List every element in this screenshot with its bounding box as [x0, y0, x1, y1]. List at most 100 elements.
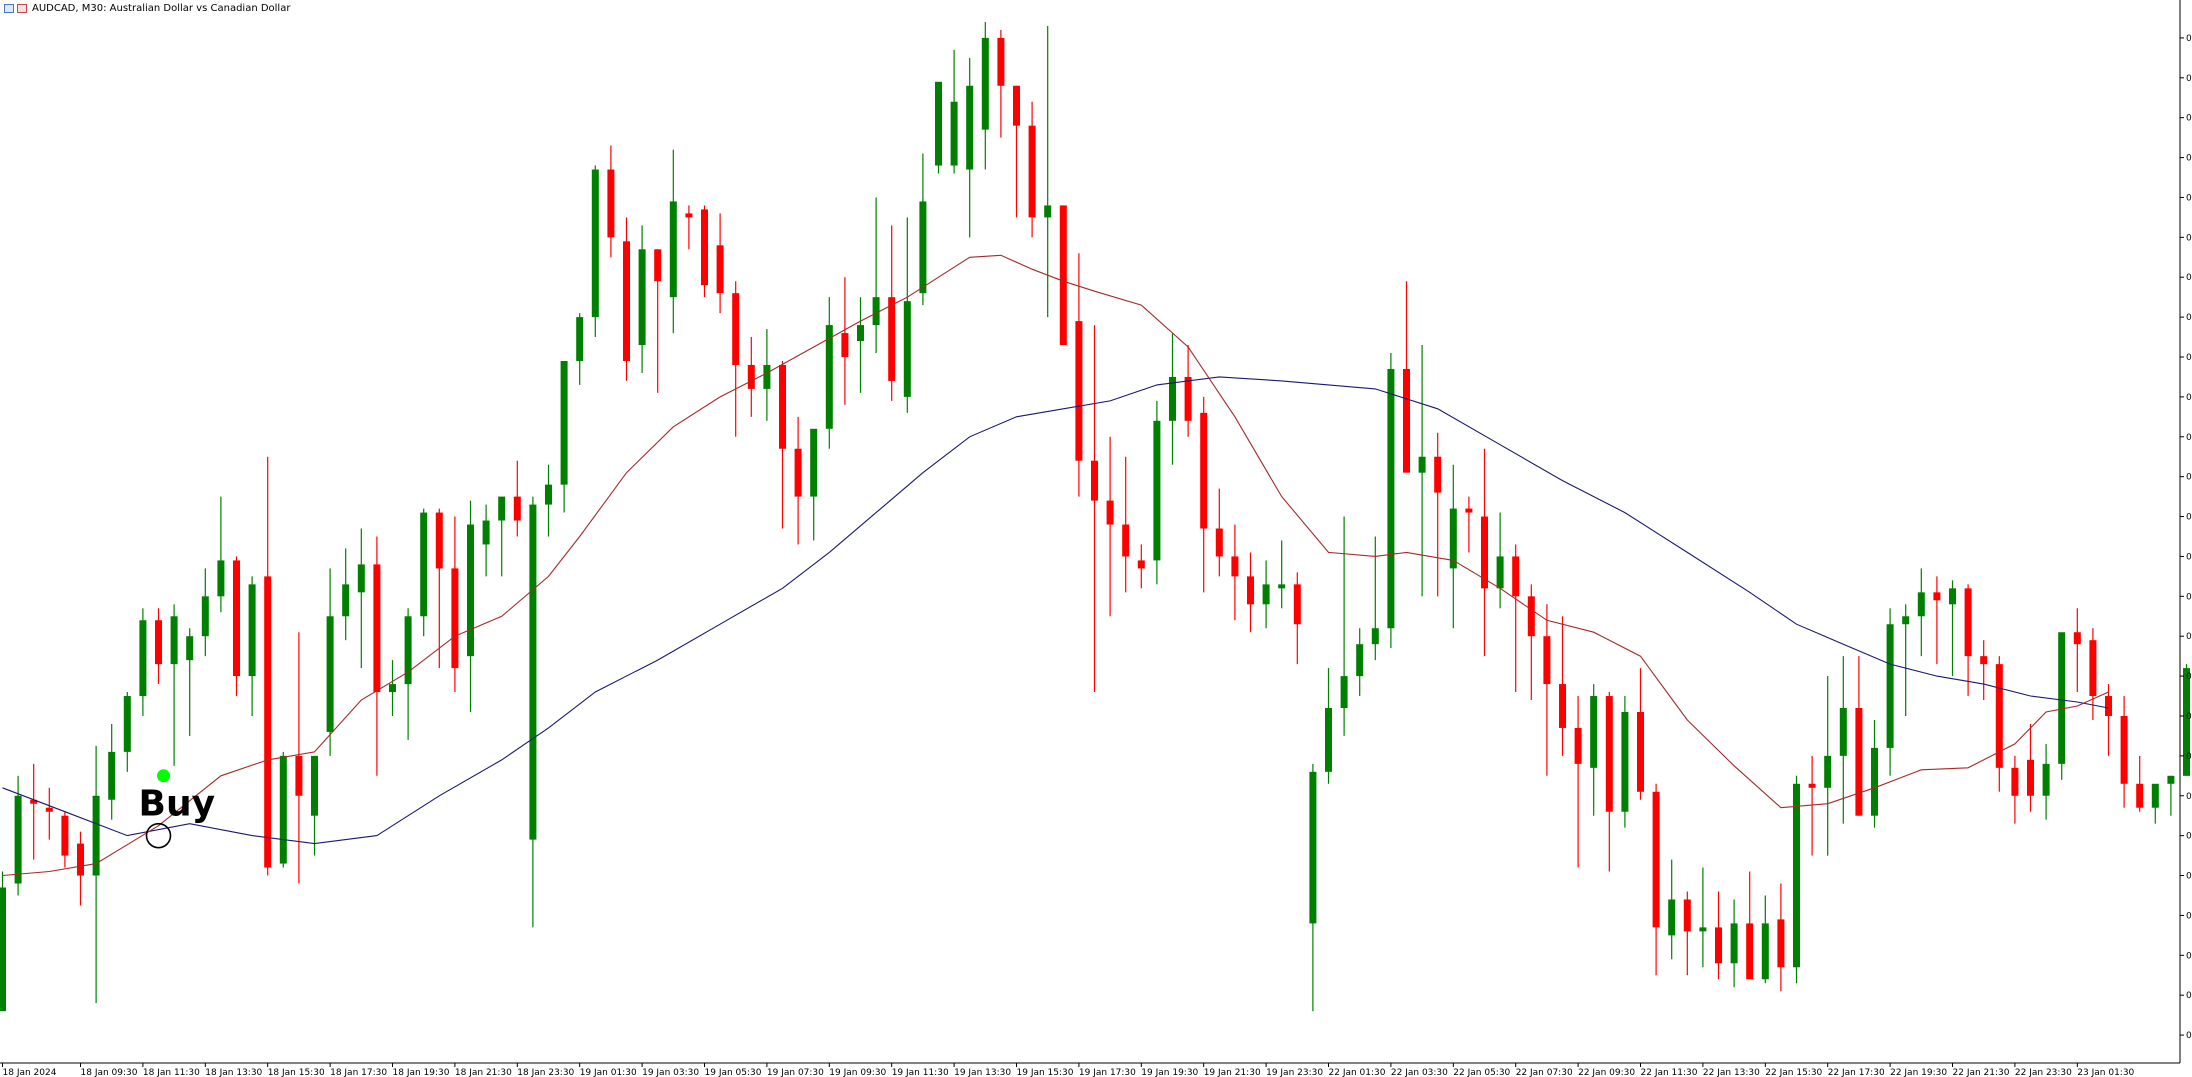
candle-body [389, 684, 396, 693]
candle [1793, 775, 1800, 984]
time-axis[interactable]: 18 Jan 2024 18 Jan 09:30 18 Jan 11:30 18 Ja… [2, 1063, 2135, 1077]
candle-body [1683, 899, 1691, 932]
candle-body [701, 209, 708, 286]
candle [1371, 536, 1379, 661]
candle-body [1761, 923, 1769, 980]
candle-body [170, 616, 178, 665]
candle [1122, 456, 1130, 593]
candle [1075, 253, 1083, 497]
candle [1247, 552, 1254, 633]
candle [1449, 464, 1457, 629]
x-tick-label: 22 Jan 11:30 [1641, 1068, 1698, 1077]
candle-body [1465, 508, 1473, 513]
candle-body [233, 560, 240, 677]
candle-body [607, 169, 615, 238]
candle [77, 831, 84, 906]
candle-body [373, 564, 381, 693]
x-tick-label: 22 Jan 03:30 [1391, 1068, 1448, 1077]
y-tick-label: 0.88810 [2186, 193, 2192, 203]
candle [1808, 755, 1816, 856]
candle [1169, 333, 1176, 465]
candles-layer [0, 21, 2190, 1012]
y-tick-label: 0.88450 [2186, 911, 2192, 921]
candle [1106, 436, 1114, 617]
slow-moving-average-line [2, 376, 2109, 845]
candle [825, 297, 833, 449]
candle [1512, 544, 1520, 693]
candle [1637, 668, 1644, 800]
candle [1013, 85, 1020, 218]
x-tick-label: 22 Jan 23:30 [2015, 1068, 2072, 1077]
candle [1683, 891, 1691, 976]
candle-body [545, 484, 552, 505]
candle [2105, 684, 2112, 756]
candle [1699, 867, 1707, 968]
y-tick-label: 0.88690 [2186, 433, 2192, 443]
candle-body [1746, 923, 1754, 980]
candle [217, 496, 225, 613]
candle-body [1980, 656, 1988, 665]
candle [1621, 696, 1629, 828]
candle-body [1371, 628, 1379, 645]
candle-body [2027, 759, 2034, 796]
x-tick-label: 22 Jan 01:30 [1329, 1068, 1386, 1077]
candle-body [279, 755, 287, 864]
candle [1215, 488, 1223, 577]
candle [1824, 676, 1832, 856]
candle-body [2042, 763, 2050, 796]
candle-body [0, 887, 6, 1012]
candle [638, 225, 646, 373]
candle [1917, 568, 1925, 657]
buy-signal: Buy [139, 769, 215, 849]
candle-body [2151, 783, 2159, 808]
candle-body [794, 448, 802, 497]
candle-body [529, 504, 537, 840]
candle [1543, 604, 1551, 776]
candle-body [1559, 684, 1566, 728]
candle-body [123, 696, 131, 752]
candle [373, 536, 381, 776]
candle-body [2136, 783, 2144, 808]
symbol-icon[interactable] [17, 3, 27, 13]
candle [326, 568, 334, 756]
chart-window-icon[interactable] [4, 3, 14, 13]
candle-body [1293, 584, 1301, 625]
y-tick-label: 0.88790 [2186, 233, 2192, 243]
y-tick-label: 0.88570 [2186, 672, 2192, 682]
candle-body [732, 293, 740, 365]
candle [529, 496, 537, 928]
candle-body [1512, 556, 1520, 597]
candle-body [1309, 771, 1317, 924]
candle-body [1403, 368, 1410, 473]
candle [685, 205, 693, 250]
y-tick-label: 0.88650 [2186, 513, 2192, 523]
candle [201, 568, 209, 657]
candle [1481, 448, 1488, 657]
x-tick-label: 18 Jan 21:30 [455, 1068, 512, 1077]
x-tick-label: 19 Jan 15:30 [1017, 1068, 1074, 1077]
candle-body [2011, 767, 2019, 796]
candle [1668, 859, 1676, 960]
candle [732, 281, 740, 437]
candle [123, 692, 131, 772]
candle-body [451, 568, 459, 669]
candle-body [810, 428, 818, 497]
candle [1980, 640, 1988, 701]
candle-body [2183, 668, 2190, 776]
candle-body [1153, 420, 1161, 561]
candle-body [201, 596, 209, 637]
candle-body [903, 301, 911, 397]
candle [919, 153, 927, 306]
candle [1309, 763, 1317, 1012]
candle-body [638, 249, 646, 346]
candle-body [1574, 727, 1582, 764]
candle [1325, 668, 1332, 784]
candle-body [825, 325, 833, 429]
candle [591, 165, 599, 338]
candle [888, 225, 896, 401]
candle-body [857, 325, 864, 342]
candle [2027, 723, 2034, 812]
candle-body [139, 620, 147, 697]
price-axis[interactable]: 0.88890 0.88870 0.88850 0.88830 0.88810 0.887… [2180, 34, 2192, 1041]
